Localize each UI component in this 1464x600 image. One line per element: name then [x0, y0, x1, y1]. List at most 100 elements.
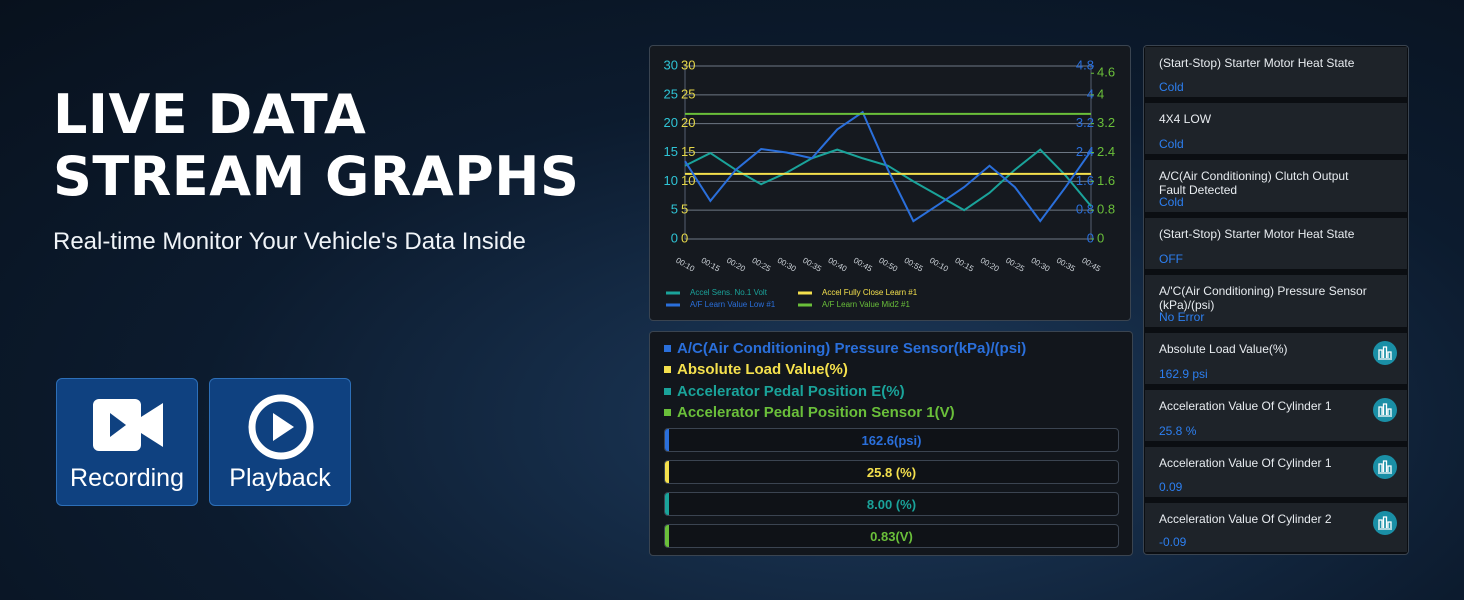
y2-tick-label: 3.2	[1097, 115, 1115, 130]
name-text: Accelerator Pedal Position E(%)	[677, 382, 905, 400]
x-tick-label: 00:40	[827, 256, 849, 274]
y-tick-label: 10	[681, 173, 695, 188]
parameter-row: Acceleration Value Of Cylinder 2 -0.09	[1145, 503, 1407, 552]
parameter-value: -0.09	[1159, 535, 1187, 549]
live-value-name: Absolute Load Value(%)	[664, 361, 848, 379]
live-value-name: Accelerator Pedal Position E(%)	[664, 382, 905, 400]
y-tick-label: 5	[671, 202, 678, 217]
x-tick-label: 00:20	[725, 256, 747, 274]
y-tick-label: 0	[671, 230, 678, 245]
legend-square	[664, 387, 671, 395]
live-values-panel: A/C(Air Conditioning) Pressure Sensor(kP…	[649, 331, 1133, 556]
y2-tick-label: 2.4	[1097, 144, 1115, 159]
parameter-value: 162.9 psi	[1159, 367, 1208, 381]
icon-bg	[1373, 341, 1397, 365]
legend-label: Accel Sens. No.1 Volt	[690, 288, 768, 297]
graph-icon[interactable]	[1373, 398, 1397, 422]
title-line: STREAM GRAPHS	[53, 145, 580, 208]
y2-tick-label: 0	[1087, 230, 1094, 245]
icon-glyph	[1378, 346, 1392, 360]
parameter-value: 25.8 %	[1159, 424, 1197, 438]
y2-tick-label: 0.8	[1097, 202, 1115, 217]
y2-tick-label: 0.8	[1076, 202, 1094, 217]
y-tick-label: 30	[681, 57, 695, 72]
recording-button[interactable]: Recording	[56, 378, 198, 506]
x-tick-label: 00:25	[750, 256, 772, 274]
parameter-name: Absolute Load Value(%)	[1159, 342, 1288, 356]
button-label: Recording	[70, 464, 184, 492]
parameter-name: Acceleration Value Of Cylinder 1	[1159, 456, 1332, 470]
legend-square	[664, 344, 671, 352]
y2-tick-label: 4	[1087, 86, 1094, 101]
live-value-name: A/C(Air Conditioning) Pressure Sensor(kP…	[664, 339, 1026, 357]
y2-tick-label: 2.4	[1076, 144, 1094, 159]
subtitle: Real-time Monitor Your Vehicle's Data In…	[53, 228, 526, 255]
y-tick-label: 25	[681, 86, 695, 101]
graph-icon[interactable]	[1373, 341, 1397, 365]
bar-accent	[665, 525, 669, 547]
parameter-name: A/'C(Air Conditioning) Pressure Sensor (…	[1159, 284, 1367, 312]
y-tick-label: 15	[664, 144, 678, 159]
graph-icon[interactable]	[1373, 455, 1397, 479]
legend-label: A/F Learn Value Low #1	[690, 300, 776, 309]
x-tick-label: 00:50	[877, 256, 899, 274]
name-text: Accelerator Pedal Position Sensor 1(V)	[677, 404, 955, 422]
y2-tick-label: 1.6	[1076, 173, 1094, 188]
icon-glyph	[1378, 460, 1392, 474]
icon-bg	[1373, 398, 1397, 422]
parameter-row: Absolute Load Value(%) 162.9 psi	[1145, 333, 1407, 384]
y-tick-label: 25	[664, 86, 678, 101]
value-text: 8.00 (%)	[866, 497, 917, 512]
x-tick-label: 00:45	[852, 256, 874, 274]
icon-glyph	[1378, 403, 1392, 417]
y2-tick-label: 4.6	[1097, 65, 1115, 80]
y2-tick-label: 0	[1097, 230, 1104, 245]
y-tick-label: 30	[664, 57, 678, 72]
y-tick-label: 0	[681, 230, 688, 245]
live-value-bar: 162.6(psi)	[664, 428, 1119, 452]
y2-tick-label: 3.2	[1076, 115, 1094, 130]
value-text: 162.6(psi)	[861, 433, 922, 448]
value-text: 0.83(V)	[870, 529, 913, 544]
playback-button[interactable]: Playback	[209, 378, 351, 506]
icon-bg	[1373, 511, 1397, 535]
x-tick-label: 00:35	[801, 256, 823, 274]
x-tick-label: 00:10	[928, 256, 950, 274]
name-text: A/C(Air Conditioning) Pressure Sensor(kP…	[677, 339, 1027, 357]
x-tick-label: 00:20	[979, 256, 1001, 274]
parameter-row: 4X4 LOW Cold	[1145, 103, 1407, 154]
y-tick-label: 15	[681, 144, 695, 159]
x-tick-label: 00:30	[776, 256, 798, 274]
y-tick-label: 20	[664, 115, 678, 130]
parameter-name: A/C(Air Conditioning) Clutch Output Faul…	[1159, 169, 1349, 197]
parameter-row: Acceleration Value Of Cylinder 1 0.09	[1145, 447, 1407, 497]
parameter-value: Cold	[1159, 195, 1184, 209]
parameter-row: A/'C(Air Conditioning) Pressure Sensor (…	[1145, 275, 1407, 327]
video-icon	[93, 399, 163, 451]
icon-glyph	[1378, 516, 1392, 530]
y-tick-label: 5	[681, 202, 688, 217]
x-tick-label: 00:45	[1080, 256, 1102, 274]
graph-panel: 05101520253005101520253000.81.62.43.244.…	[649, 45, 1131, 321]
graph-icon[interactable]	[1373, 511, 1397, 535]
x-tick-label: 00:30	[1030, 256, 1052, 274]
name-text: Absolute Load Value(%)	[677, 361, 848, 379]
live-value-bar: 8.00 (%)	[664, 492, 1119, 516]
parameter-value: No Error	[1159, 310, 1205, 324]
parameter-row: Acceleration Value Of Cylinder 1 25.8 %	[1145, 390, 1407, 441]
parameter-value: Cold	[1159, 80, 1184, 94]
live-value-bar: 25.8 (%)	[664, 460, 1119, 484]
play-icon	[248, 394, 314, 460]
parameter-name: (Start-Stop) Starter Motor Heat State	[1159, 227, 1355, 241]
x-tick-label: 00:15	[953, 256, 975, 274]
parameter-row: (Start-Stop) Starter Motor Heat State Col…	[1145, 47, 1407, 97]
parameter-name: 4X4 LOW	[1159, 112, 1212, 126]
y-tick-label: 10	[664, 173, 678, 188]
title: LIVE DATA STREAM GRAPHS	[53, 84, 579, 208]
parameter-value: OFF	[1159, 252, 1183, 266]
x-tick-label: 00:15	[700, 256, 722, 274]
legend-square	[664, 366, 671, 374]
live-value-name: Accelerator Pedal Position Sensor 1(V)	[664, 404, 955, 422]
parameter-name: Acceleration Value Of Cylinder 1	[1159, 399, 1332, 413]
